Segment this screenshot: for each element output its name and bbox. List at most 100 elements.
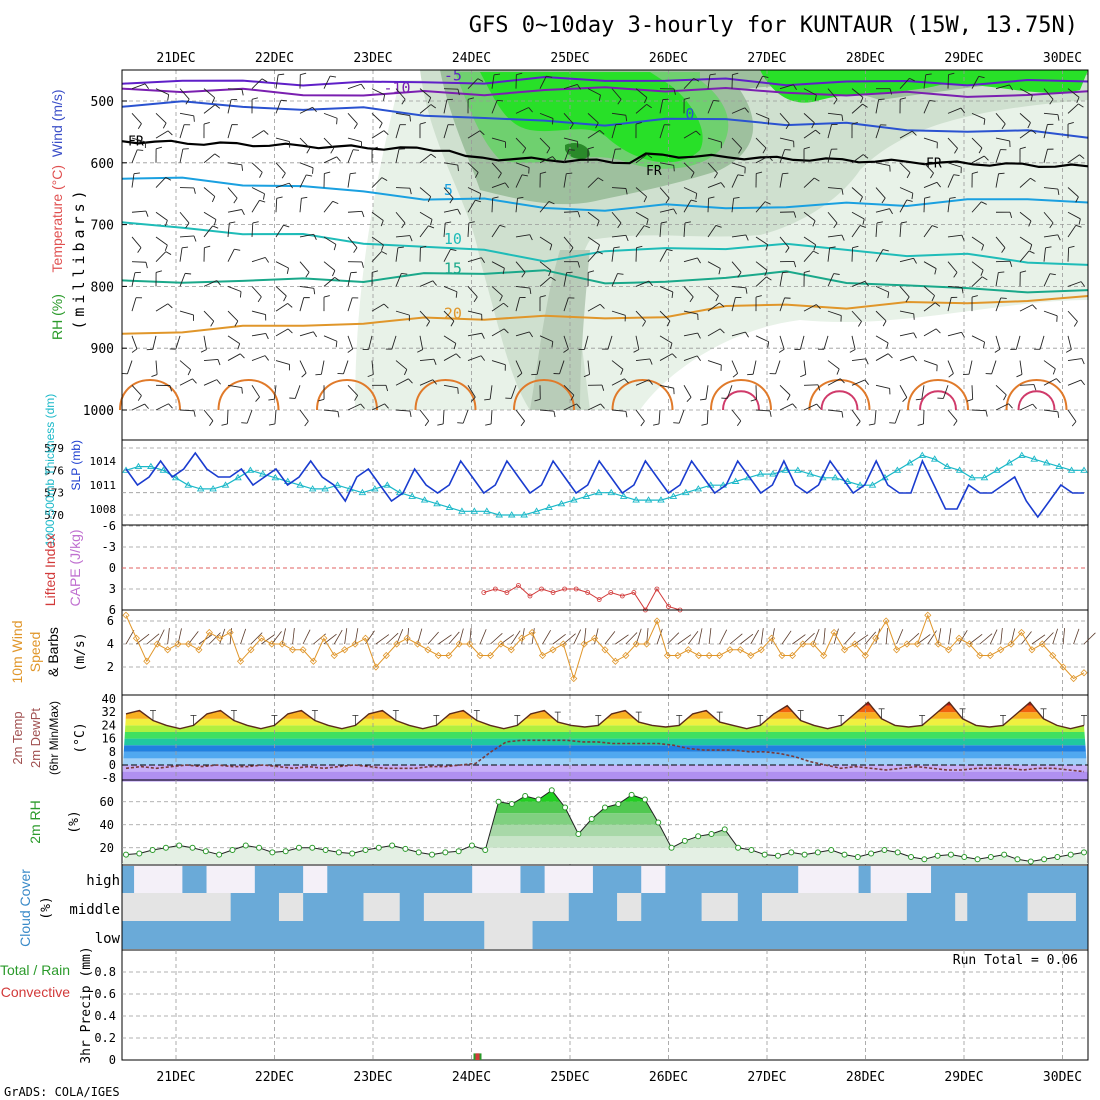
wind-speed-point — [393, 640, 401, 648]
wind-speed-point — [455, 640, 463, 648]
wind-speed-point — [289, 646, 297, 654]
wind-barb — [1019, 113, 1031, 123]
rh-shading — [480, 72, 703, 163]
surface-wind-barb — [1083, 632, 1096, 645]
wind-speed-point — [330, 651, 338, 660]
date-label-top: 27DEC — [747, 51, 786, 66]
thickness-point — [644, 496, 653, 503]
wind-speed-point — [476, 651, 484, 660]
wind-barb — [467, 130, 481, 139]
cloud-cell — [122, 866, 135, 893]
rh-point — [1054, 853, 1061, 860]
rh-point — [721, 826, 728, 833]
wind-barb — [731, 360, 739, 374]
cloud-cell — [967, 893, 980, 921]
cloud-cell — [568, 866, 582, 893]
wind-barb — [1067, 310, 1078, 322]
wind-speed-point — [1007, 640, 1015, 648]
cloud-cell — [1075, 893, 1089, 921]
wind-barb — [659, 99, 664, 114]
wind-label-2: Speed — [27, 632, 43, 672]
rh-point — [708, 830, 715, 837]
rh-point — [322, 847, 329, 854]
wind-barb — [320, 360, 325, 375]
wind-barb — [323, 201, 334, 213]
surface-wind-barb — [844, 631, 856, 645]
wind-speed-point — [122, 611, 130, 619]
rh-shading — [565, 143, 590, 160]
wind-speed-point — [341, 646, 349, 654]
cloud-cell — [1003, 893, 1017, 921]
wind-barb — [635, 379, 650, 386]
wind-barb — [275, 182, 290, 188]
wind-speed-point — [403, 634, 411, 642]
wind-barb — [611, 234, 626, 238]
cloud-cell — [146, 921, 159, 949]
cloud-cell — [943, 893, 956, 921]
cloud-cell — [846, 893, 860, 921]
thickness-point — [1005, 459, 1014, 466]
wind-barb — [1019, 129, 1032, 139]
wind-barb — [827, 247, 831, 262]
wind-barb — [563, 211, 579, 213]
wind-barb — [395, 360, 408, 370]
wind-barb — [443, 88, 459, 90]
pressure-tick-label: 600 — [91, 157, 114, 172]
wind-barb — [587, 88, 601, 96]
wind-barb — [875, 162, 890, 167]
wind-speed-point — [715, 651, 724, 660]
cloud-cell — [496, 893, 509, 921]
wind-speed-point — [934, 640, 942, 648]
wind-barb — [851, 358, 866, 362]
wind-barb — [923, 360, 938, 366]
cloud-cell — [713, 921, 727, 949]
rh-tick-label: 40 — [100, 818, 114, 832]
surface-wind-barb — [333, 629, 343, 645]
wind-speed-point — [320, 634, 328, 642]
date-label-bottom: 28DEC — [846, 1070, 885, 1085]
wind-speed-point — [528, 628, 536, 637]
wind-barb — [275, 328, 289, 337]
surface-wind-barb — [563, 633, 576, 645]
surface-wind-barb — [958, 630, 968, 645]
wind-barb — [635, 88, 648, 98]
wind-barb — [779, 236, 790, 248]
thickness-point — [806, 470, 815, 477]
wind-barb — [467, 200, 476, 213]
thickness-point — [234, 473, 242, 481]
cloud-cell — [544, 921, 558, 949]
lifted-index-point — [550, 590, 556, 595]
cloud-cell — [882, 866, 896, 893]
rh-tick-label: 60 — [100, 795, 114, 809]
temperature-contour — [121, 75, 1089, 87]
wind-barb — [707, 198, 710, 213]
wind-speed-point — [674, 651, 682, 660]
thickness-point — [134, 462, 143, 470]
cloud-cell — [846, 866, 860, 893]
cloud-cell — [532, 893, 546, 921]
wind-barb — [251, 310, 266, 315]
wind-barb — [395, 112, 410, 116]
wind-barb — [611, 88, 622, 100]
surface-wind-barb — [719, 629, 728, 645]
wind-barb — [395, 247, 399, 262]
wind-barb — [705, 385, 709, 400]
wind-barb — [323, 335, 338, 342]
cloud-cell — [894, 893, 908, 921]
cloud-cell — [761, 921, 775, 949]
wind-barb — [563, 236, 574, 248]
thickness-point — [619, 492, 628, 499]
wind-barb — [443, 208, 458, 213]
cloud-cell — [532, 866, 546, 893]
cloud-cell — [592, 921, 606, 949]
date-label-top: 22DEC — [255, 51, 294, 66]
wind-speed-point — [132, 634, 140, 642]
wind-barb — [539, 156, 553, 164]
wind-barb — [827, 112, 842, 116]
surface-wind-barb — [989, 629, 998, 645]
rh-point — [548, 787, 555, 794]
wind-barb — [707, 74, 711, 89]
wind-barb — [947, 261, 958, 273]
cloud-cell — [906, 921, 920, 949]
wind-barb — [874, 409, 877, 424]
